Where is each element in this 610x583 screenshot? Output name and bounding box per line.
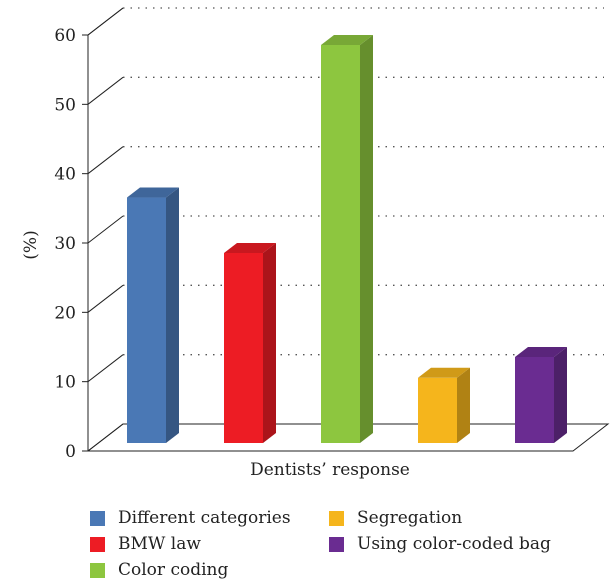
y-tick-diagonal (87, 215, 124, 244)
y-tick-label: 20 (54, 303, 76, 323)
bar-side (457, 367, 470, 443)
bar-top (515, 347, 567, 357)
legend-item: BMW law (90, 534, 201, 554)
bar-top (127, 187, 179, 198)
legend-item: Color coding (90, 560, 228, 580)
y-tick-label: 10 (54, 373, 76, 393)
y-tick-label: 30 (54, 234, 76, 254)
chart-canvas: 0 10 20 30 40 50 60 (%) Dentists’ response (21, 7, 610, 480)
bar-side (360, 35, 373, 443)
x-axis-label: Dentists’ response (250, 460, 410, 480)
y-axis-label: (%) (21, 230, 41, 259)
bar-color-coding (321, 35, 373, 443)
y-tick-diagonal (87, 76, 124, 105)
bar-front (224, 253, 263, 443)
legend-label: Segregation (357, 508, 463, 528)
legend-label: Using color-coded bag (357, 534, 551, 554)
legend-item: Segregation (329, 508, 462, 528)
bar-front (418, 377, 457, 443)
bars (127, 35, 567, 443)
bar-bmw-law (224, 243, 276, 443)
bar-segregation (418, 367, 470, 443)
bar-top (224, 243, 276, 253)
legend-label: Different categories (118, 508, 291, 528)
y-tick-diagonal (87, 354, 124, 383)
legend-swatch (329, 536, 344, 552)
bar-top (418, 367, 470, 378)
bar-different-categories (127, 187, 179, 443)
legend-label: BMW law (118, 534, 201, 554)
bar-front (127, 197, 166, 443)
bar-side (263, 243, 276, 443)
y-tick-diagonal (87, 284, 124, 313)
y-tick-diagonal (87, 7, 124, 36)
y-tick-label: 0 (65, 442, 76, 462)
legend-swatch (90, 562, 105, 578)
bar-side (166, 187, 179, 443)
floor (86, 423, 610, 452)
axes: 0 10 20 30 40 50 60 (54, 7, 610, 462)
bar-top (321, 35, 373, 45)
legend-swatch (329, 510, 344, 526)
bar-front (515, 357, 554, 443)
y-tick-label: 60 (54, 26, 76, 46)
y-tick-label: 40 (54, 165, 76, 185)
legend-label: Color coding (118, 560, 229, 580)
legend-swatch (90, 510, 105, 526)
y-tick-label: 50 (54, 95, 76, 115)
y-tick-diagonal (87, 146, 124, 175)
bar-side (554, 347, 567, 443)
bar-using-color-coded-bag (515, 347, 567, 443)
legend-item: Using color-coded bag (329, 534, 551, 554)
legend-item: Different categories (90, 508, 291, 528)
legend-swatch (90, 536, 105, 552)
bar-front (321, 45, 360, 443)
